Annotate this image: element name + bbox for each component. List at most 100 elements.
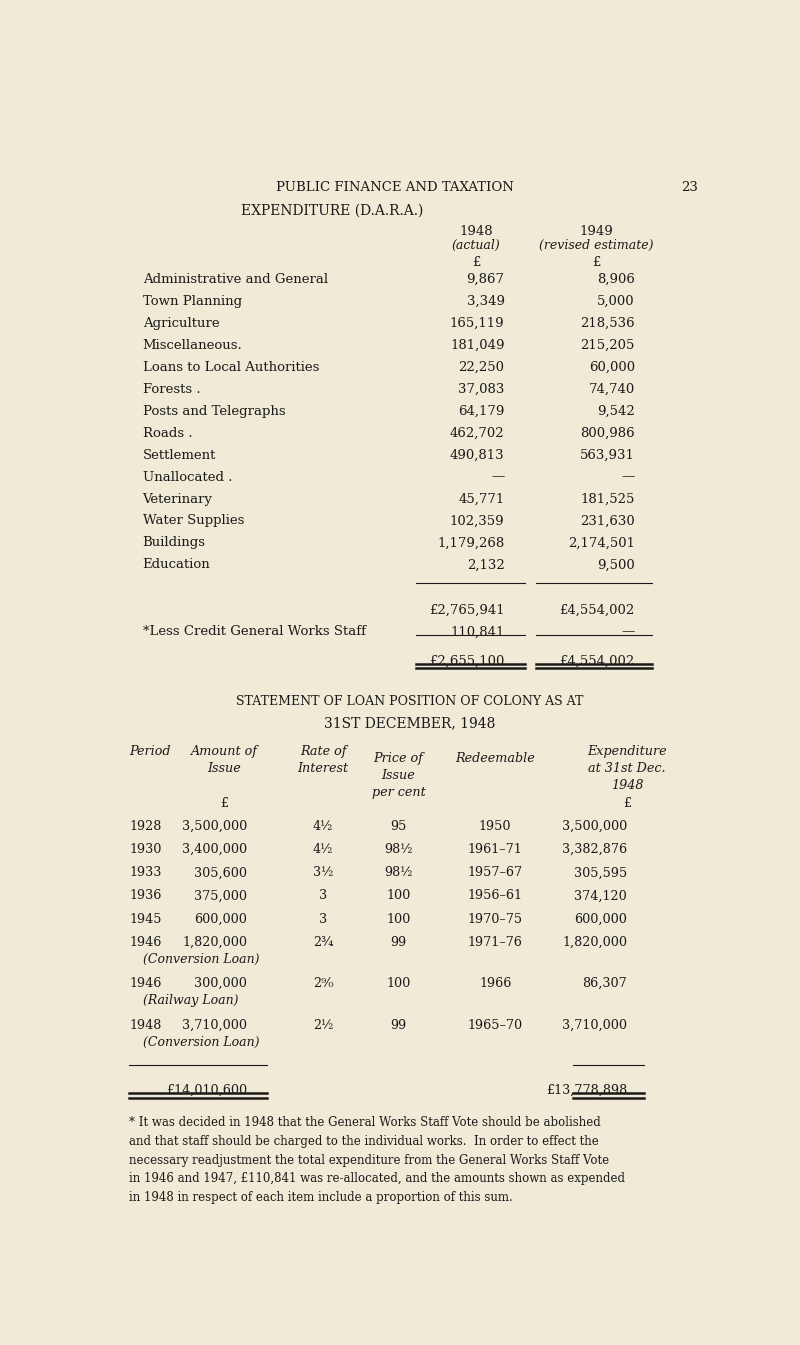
Text: necessary readjustment the total expenditure from the General Works Staff Vote: necessary readjustment the total expendi…	[130, 1154, 610, 1166]
Text: Posts and Telegraphs: Posts and Telegraphs	[142, 405, 286, 418]
Text: 98½: 98½	[384, 866, 413, 880]
Text: 86,307: 86,307	[582, 978, 627, 990]
Text: 1930: 1930	[130, 843, 162, 857]
Text: *Less Credit General Works Staff: *Less Credit General Works Staff	[142, 625, 366, 639]
Text: 3,710,000: 3,710,000	[562, 1018, 627, 1032]
Text: £2,655,100: £2,655,100	[429, 655, 505, 667]
Text: 9,867: 9,867	[466, 273, 505, 286]
Text: 231,630: 231,630	[580, 514, 634, 527]
Text: 1970–75: 1970–75	[468, 912, 523, 925]
Text: 64,179: 64,179	[458, 405, 505, 418]
Text: 1,820,000: 1,820,000	[182, 936, 247, 948]
Text: Unallocated .: Unallocated .	[142, 471, 232, 484]
Text: £: £	[592, 256, 600, 269]
Text: Price of: Price of	[374, 752, 423, 765]
Text: 600,000: 600,000	[194, 912, 247, 925]
Text: 99: 99	[390, 1018, 406, 1032]
Text: in 1946 and 1947, £110,841 was re-allocated, and the amounts shown as expended: in 1946 and 1947, £110,841 was re-alloca…	[130, 1173, 626, 1185]
Text: 4½: 4½	[313, 820, 334, 833]
Text: 1946: 1946	[130, 936, 162, 948]
Text: 1936: 1936	[130, 889, 162, 902]
Text: 375,000: 375,000	[194, 889, 247, 902]
Text: 1966: 1966	[479, 978, 511, 990]
Text: (Railway Loan): (Railway Loan)	[143, 994, 239, 1007]
Text: 305,600: 305,600	[194, 866, 247, 880]
Text: 3: 3	[319, 912, 327, 925]
Text: 2,174,501: 2,174,501	[568, 537, 634, 549]
Text: 600,000: 600,000	[574, 912, 627, 925]
Text: Education: Education	[142, 558, 210, 572]
Text: 1948: 1948	[610, 779, 643, 792]
Text: Forests .: Forests .	[142, 383, 200, 395]
Text: 1950: 1950	[479, 820, 511, 833]
Text: 3½: 3½	[313, 866, 334, 880]
Text: £: £	[623, 798, 631, 810]
Text: 1957–67: 1957–67	[468, 866, 523, 880]
Text: Interest: Interest	[298, 761, 349, 775]
Text: 9,500: 9,500	[597, 558, 634, 572]
Text: 102,359: 102,359	[450, 514, 505, 527]
Text: £4,554,002: £4,554,002	[559, 655, 634, 667]
Text: £4,554,002: £4,554,002	[559, 604, 634, 616]
Text: 2,132: 2,132	[466, 558, 505, 572]
Text: Issue: Issue	[207, 761, 241, 775]
Text: 95: 95	[390, 820, 406, 833]
Text: 31ST DECEMBER, 1948: 31ST DECEMBER, 1948	[324, 716, 496, 730]
Text: 60,000: 60,000	[589, 360, 634, 374]
Text: 490,813: 490,813	[450, 449, 505, 461]
Text: 1971–76: 1971–76	[468, 936, 522, 948]
Text: at 31st Dec.: at 31st Dec.	[588, 761, 666, 775]
Text: STATEMENT OF LOAN POSITION OF COLONY AS AT: STATEMENT OF LOAN POSITION OF COLONY AS …	[236, 694, 584, 707]
Text: 1961–71: 1961–71	[468, 843, 522, 857]
Text: 1933: 1933	[130, 866, 162, 880]
Text: 1965–70: 1965–70	[468, 1018, 523, 1032]
Text: (revised estimate): (revised estimate)	[538, 239, 654, 252]
Text: 3,349: 3,349	[466, 295, 505, 308]
Text: 2⁹⁄₀: 2⁹⁄₀	[313, 978, 334, 990]
Text: —: —	[622, 625, 634, 639]
Text: £2,765,941: £2,765,941	[429, 604, 505, 616]
Text: 74,740: 74,740	[589, 383, 634, 395]
Text: 22,250: 22,250	[458, 360, 505, 374]
Text: 374,120: 374,120	[574, 889, 627, 902]
Text: 4½: 4½	[313, 843, 334, 857]
Text: Administrative and General: Administrative and General	[142, 273, 328, 286]
Text: 2¾: 2¾	[313, 936, 334, 948]
Text: (Conversion Loan): (Conversion Loan)	[143, 952, 260, 966]
Text: £: £	[472, 256, 480, 269]
Text: Water Supplies: Water Supplies	[142, 514, 244, 527]
Text: Expenditure: Expenditure	[587, 745, 667, 757]
Text: 800,986: 800,986	[580, 426, 634, 440]
Text: 98½: 98½	[384, 843, 413, 857]
Text: 5,000: 5,000	[597, 295, 634, 308]
Text: 3: 3	[319, 889, 327, 902]
Text: £14,010,600: £14,010,600	[166, 1084, 247, 1096]
Text: 3,382,876: 3,382,876	[562, 843, 627, 857]
Text: 305,595: 305,595	[574, 866, 627, 880]
Text: 110,841: 110,841	[450, 625, 505, 639]
Text: Amount of: Amount of	[190, 745, 258, 757]
Text: 23: 23	[682, 180, 698, 194]
Text: 1,179,268: 1,179,268	[438, 537, 505, 549]
Text: 165,119: 165,119	[450, 317, 505, 330]
Text: Loans to Local Authorities: Loans to Local Authorities	[142, 360, 319, 374]
Text: 37,083: 37,083	[458, 383, 505, 395]
Text: 1928: 1928	[130, 820, 162, 833]
Text: £: £	[220, 798, 228, 810]
Text: Rate of: Rate of	[300, 745, 346, 757]
Text: Buildings: Buildings	[142, 537, 206, 549]
Text: —: —	[622, 471, 634, 484]
Text: * It was decided in 1948 that the General Works Staff Vote should be abolished: * It was decided in 1948 that the Genera…	[130, 1116, 602, 1128]
Text: Miscellaneous.: Miscellaneous.	[142, 339, 242, 352]
Text: 45,771: 45,771	[458, 492, 505, 506]
Text: 1949: 1949	[579, 226, 613, 238]
Text: per cent: per cent	[371, 787, 426, 799]
Text: 1948: 1948	[130, 1018, 162, 1032]
Text: 100: 100	[386, 889, 410, 902]
Text: 300,000: 300,000	[194, 978, 247, 990]
Text: in 1948 in respect of each item include a proportion of this sum.: in 1948 in respect of each item include …	[130, 1192, 514, 1204]
Text: 563,931: 563,931	[580, 449, 634, 461]
Text: 1,820,000: 1,820,000	[562, 936, 627, 948]
Text: 3,710,000: 3,710,000	[182, 1018, 247, 1032]
Text: (Conversion Loan): (Conversion Loan)	[143, 1036, 260, 1049]
